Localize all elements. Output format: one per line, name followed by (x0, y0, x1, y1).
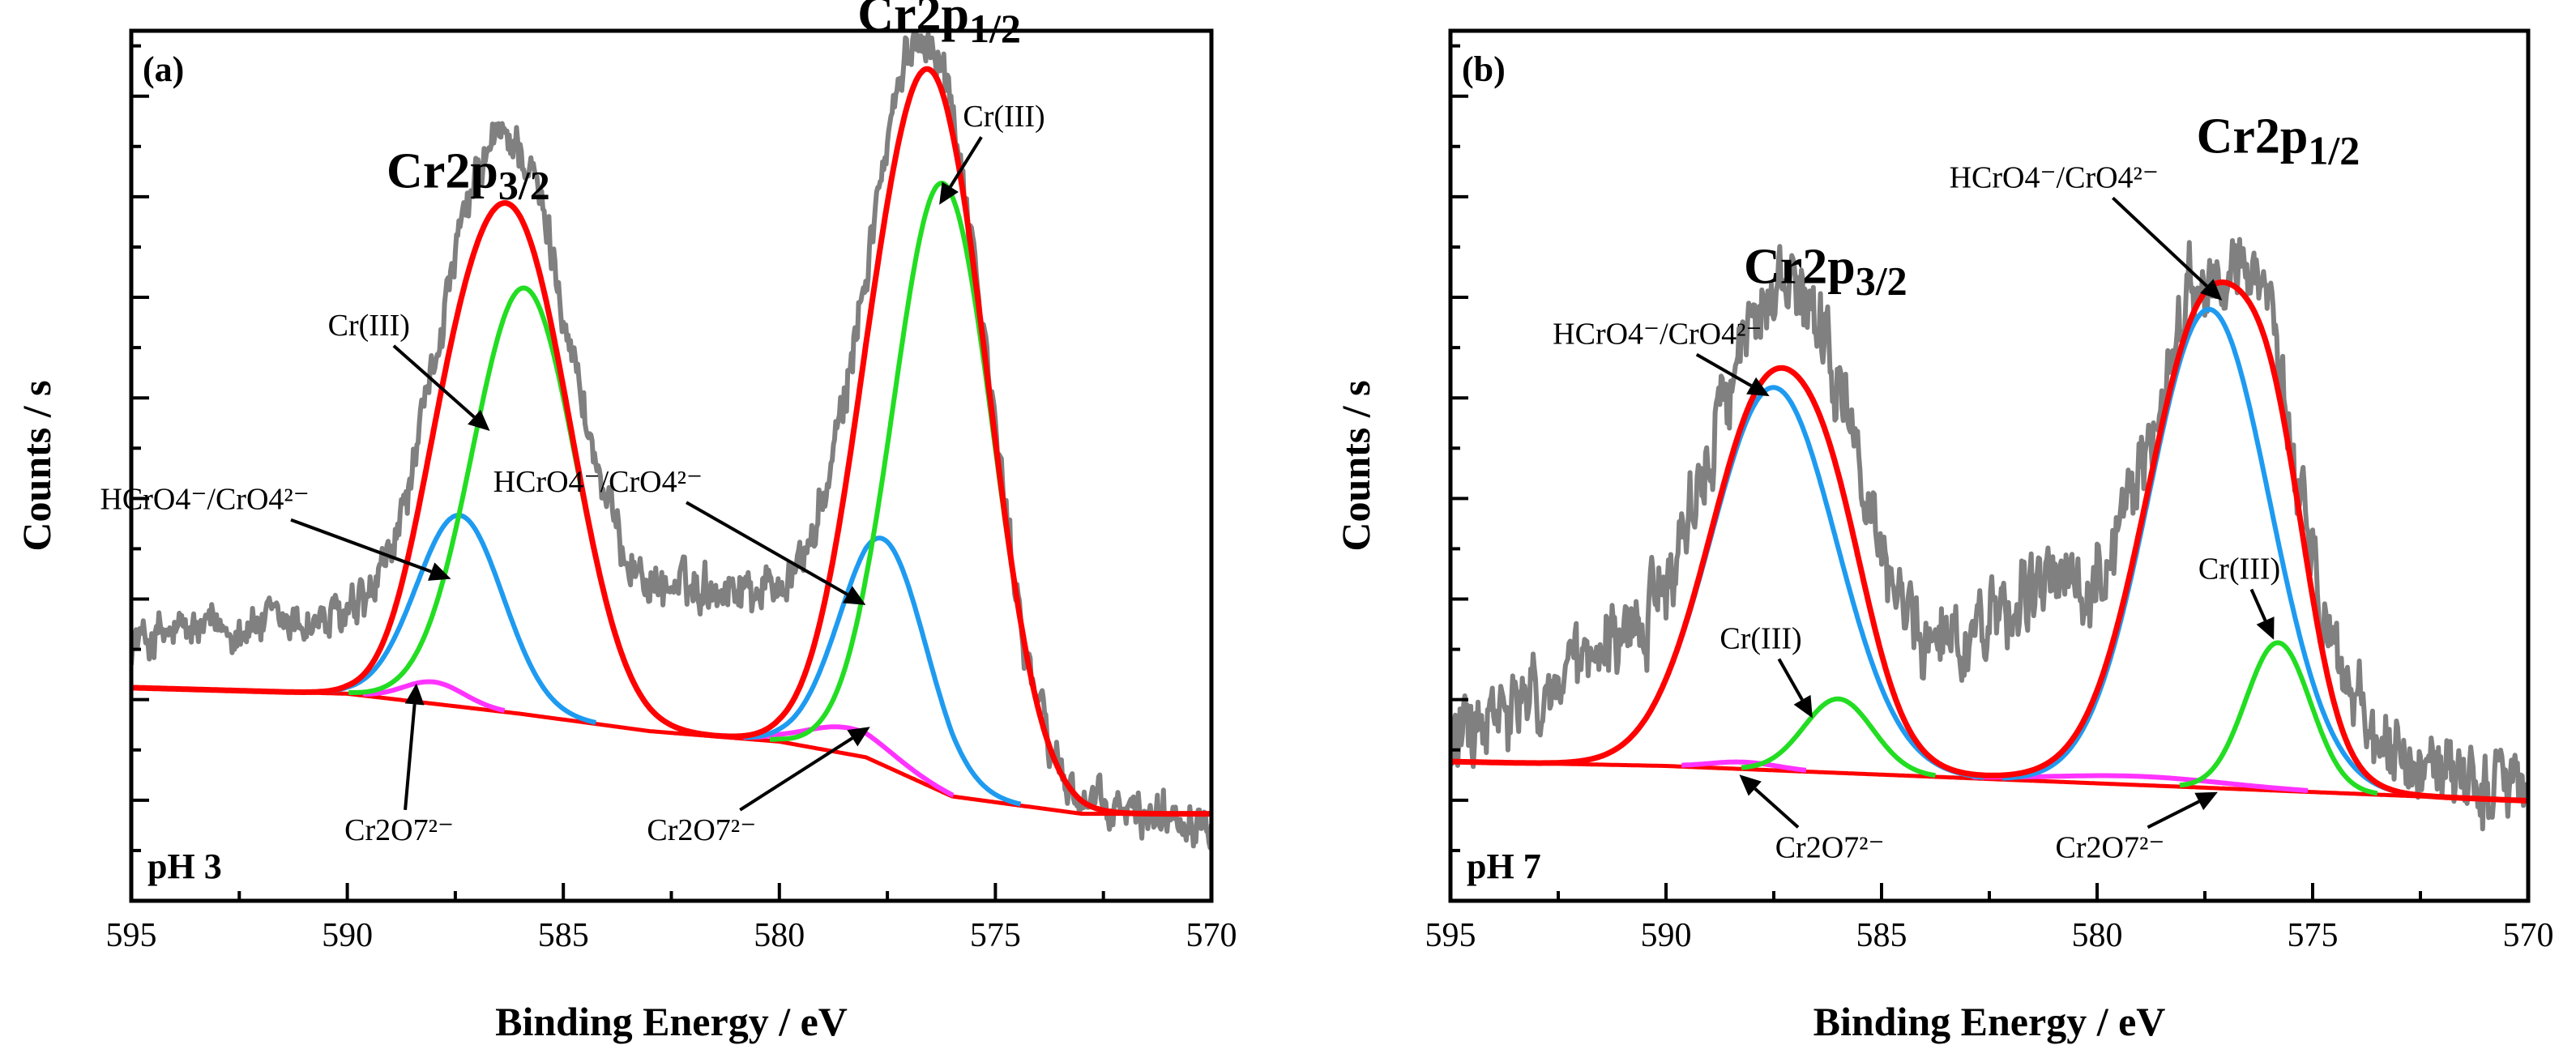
annotation-arrow-line (2147, 800, 2200, 830)
peak-title-p32: Cr2p3/2 (387, 143, 550, 207)
panel-b: 595 590 585 580 575 570 Binding Energy / eV Cou… (1333, 28, 2554, 1044)
annotation-arrow-head (2256, 616, 2275, 640)
component-line-hcro4 (2002, 306, 2416, 798)
plot-area (1450, 237, 2528, 832)
x-tick-label: 590 (322, 917, 373, 954)
annotation-arrow-head (1746, 377, 1770, 397)
annotation-arrow-head (842, 586, 866, 605)
x-tick-label: 585 (1856, 917, 1907, 954)
x-tick-label: 580 (2072, 917, 2123, 954)
annotation-arrow-line (290, 518, 432, 574)
x-tick-label: 590 (1641, 917, 1692, 954)
component-line-cr2o7 (743, 724, 955, 798)
ph-label: pH 3 (147, 847, 222, 886)
annotation-arrow-head (428, 562, 451, 581)
annotation-arrow-line (1695, 352, 1753, 387)
component-line-hcro4 (744, 535, 1022, 807)
x-tick-label: 585 (538, 917, 589, 954)
raw-spectrum-line (1450, 237, 2528, 832)
annotation-label: Cr(III) (2198, 552, 2280, 586)
annotation-arrow-head (1739, 774, 1762, 796)
annotation-label: Cr2O7²⁻ (647, 813, 756, 847)
peak-title-p32: Cr2p3/2 (1744, 239, 1907, 303)
annotation-arrow-line (949, 136, 983, 188)
annotation-label: HCrO4⁻/CrO4²⁻ (1553, 318, 1762, 352)
annotation-label: Cr2O7²⁻ (1775, 830, 1885, 864)
annotation-arrow-head (1793, 694, 1813, 719)
component-line-cr3 (2179, 640, 2378, 796)
y-axis-title: Counts / s (14, 380, 59, 551)
x-axis-title: Binding Energy / eV (1813, 999, 2166, 1044)
annotation-label: Cr(III) (328, 309, 410, 343)
x-tick-label: 570 (1186, 917, 1237, 954)
annotation-arrow-line (392, 344, 476, 419)
x-tick-label: 575 (2288, 917, 2339, 954)
component-line-cr3 (1741, 696, 1936, 778)
plot-area (131, 31, 1211, 851)
annotation-arrow-line (686, 501, 848, 596)
annotation-label: Cr2O7²⁻ (2056, 830, 2165, 864)
annotation-arrow-head (404, 683, 425, 706)
annotation-arrow-head (847, 727, 870, 747)
peak-title-p12: Cr2p1/2 (857, 0, 1021, 51)
ph-label: pH 7 (1467, 847, 1541, 886)
annotation-arrow-line (404, 704, 417, 810)
y-axis-title: Counts / s (1333, 380, 1378, 551)
envelope-fit-line (1450, 279, 2528, 804)
annotation-label: HCrO4⁻/CrO4²⁻ (493, 465, 703, 499)
annotation-label: Cr(III) (963, 100, 1044, 134)
annotation-arrow-head (2200, 279, 2223, 301)
x-tick-label: 570 (2503, 917, 2554, 954)
x-tick-label: 595 (106, 917, 157, 954)
annotation-arrow-head (939, 181, 959, 205)
annotation-arrow-line (1777, 658, 1804, 701)
component-line-cr2o7 (362, 679, 506, 714)
panel-label: (a) (143, 49, 184, 89)
annotation-label: HCrO4⁻/CrO4²⁻ (1950, 160, 2159, 194)
annotation-label: Cr(III) (1719, 622, 1801, 656)
x-axis-title: Binding Energy / eV (495, 999, 848, 1044)
peak-title-p12: Cr2p1/2 (2197, 109, 2360, 173)
annotation-arrow-line (1754, 787, 1800, 829)
component-line-hcro4 (1564, 385, 1984, 780)
x-tick-label: 595 (1425, 917, 1476, 954)
x-tick-label: 580 (754, 917, 805, 954)
x-tick-label: 575 (970, 917, 1021, 954)
annotation-arrow-head (468, 409, 490, 432)
panel-a: 595 590 585 580 575 570 Binding Energy / eV Cou… (14, 0, 1237, 1044)
envelope-fit-line (131, 66, 1211, 817)
annotation-arrow-line (739, 736, 853, 812)
annotation-arrow-line (2249, 588, 2267, 621)
component-line-cr2o7 (1681, 759, 1807, 773)
panel-label: (b) (1462, 49, 1506, 89)
annotation-label: Cr2O7²⁻ (344, 813, 454, 847)
annotation-arrow-head (2194, 791, 2218, 811)
annotation-label: HCrO4⁻/CrO4²⁻ (100, 483, 309, 517)
annotation-arrow-line (2112, 196, 2208, 288)
